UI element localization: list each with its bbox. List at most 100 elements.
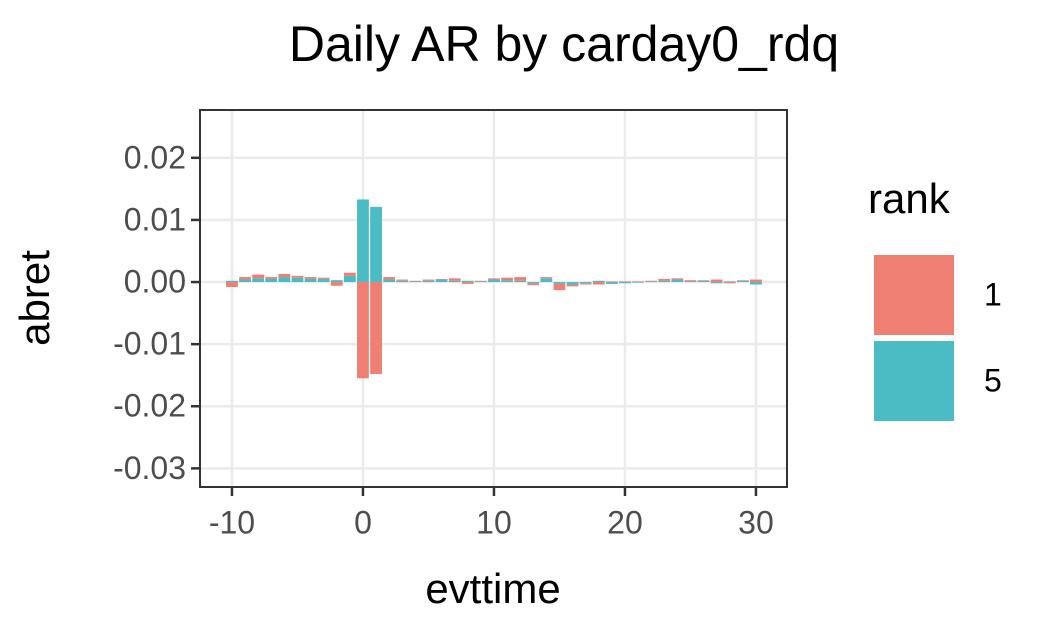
- bar: [317, 277, 330, 279]
- bar: [488, 278, 500, 280]
- bar: [592, 282, 605, 285]
- bar: [435, 279, 448, 283]
- bar: [723, 282, 736, 284]
- x-tick-label: 0: [354, 504, 372, 540]
- bar: [736, 280, 749, 283]
- bar: [750, 282, 762, 285]
- bar: [304, 278, 317, 283]
- bar: [357, 199, 369, 283]
- bar: [514, 280, 527, 283]
- bar: [684, 281, 697, 283]
- bar: [514, 277, 527, 281]
- bar: [317, 278, 330, 283]
- bar: [697, 280, 710, 283]
- bar: [304, 277, 317, 279]
- bar: [343, 275, 356, 283]
- legend-key: [874, 341, 954, 421]
- bar: [632, 282, 644, 283]
- x-tick-label: -10: [209, 504, 255, 540]
- bar: [278, 273, 291, 278]
- bar: [448, 280, 461, 283]
- y-axis-label: abret: [11, 250, 58, 346]
- bar: [684, 280, 697, 282]
- bar: [566, 284, 579, 287]
- bar: [658, 280, 671, 283]
- bar: [226, 282, 238, 288]
- bar: [383, 279, 396, 283]
- bar: [540, 277, 553, 279]
- bar: [239, 277, 251, 280]
- bar: [383, 277, 396, 280]
- bar: [750, 279, 762, 283]
- bar: [488, 279, 500, 283]
- bar: [409, 281, 422, 283]
- bar: [435, 278, 448, 280]
- bar: [461, 280, 474, 283]
- bar: [553, 283, 566, 291]
- bar: [474, 281, 487, 283]
- bar: [710, 282, 723, 284]
- bar: [396, 279, 409, 281]
- bar: [265, 278, 278, 283]
- bar: [579, 283, 592, 285]
- legend-key: [874, 255, 954, 335]
- chart-title: Daily AR by carday0_rdq: [289, 16, 839, 72]
- bar: [579, 282, 592, 284]
- bar: [619, 281, 631, 283]
- bar: [527, 283, 540, 286]
- legend-label: 1: [984, 276, 1002, 312]
- bar: [671, 278, 684, 280]
- bar: [409, 280, 422, 282]
- bar: [736, 280, 749, 281]
- x-tick-label: 20: [607, 504, 643, 540]
- bar: [671, 279, 684, 283]
- bar: [448, 278, 461, 281]
- bar: [278, 277, 291, 283]
- bar: [265, 277, 278, 279]
- bar: [619, 282, 631, 284]
- bar: [330, 280, 343, 283]
- bar: [605, 281, 618, 283]
- y-tick-label: -0.01: [113, 326, 186, 362]
- x-tick-label: 10: [476, 504, 512, 540]
- y-tick-label: -0.02: [113, 388, 186, 424]
- bar: [645, 280, 658, 282]
- bar: [343, 272, 356, 276]
- bar: [226, 280, 238, 283]
- legend-label: 5: [984, 362, 1002, 398]
- y-tick-label: 0.02: [124, 139, 186, 175]
- bar: [710, 279, 723, 283]
- y-tick-label: 0.00: [124, 263, 186, 299]
- y-tick-label: -0.03: [113, 450, 186, 486]
- bar: [422, 279, 435, 281]
- bar: [501, 280, 513, 283]
- bar: [501, 277, 513, 281]
- bar: [330, 282, 343, 286]
- bar: [370, 206, 382, 283]
- y-tick-label: 0.01: [124, 201, 186, 237]
- bar: [540, 278, 553, 283]
- legend-title: rank: [868, 175, 951, 222]
- bar: [605, 282, 618, 284]
- plot-border: [199, 109, 788, 488]
- x-tick-label: 30: [738, 504, 774, 540]
- bar: [239, 279, 251, 283]
- bar: [461, 282, 474, 284]
- bar: [592, 280, 605, 283]
- bar: [252, 278, 265, 283]
- bar: [658, 278, 671, 281]
- bar: [723, 281, 736, 283]
- x-axis-label: evttime: [425, 565, 560, 612]
- bar: [291, 275, 304, 278]
- bar: [566, 282, 579, 285]
- bar: [645, 281, 658, 283]
- bar: [357, 282, 369, 379]
- bar: [422, 280, 435, 283]
- bar: [252, 274, 265, 279]
- bar: [553, 282, 566, 284]
- bar: [370, 282, 382, 374]
- bar: [291, 277, 304, 283]
- bar: [632, 281, 644, 283]
- bar: [697, 280, 710, 281]
